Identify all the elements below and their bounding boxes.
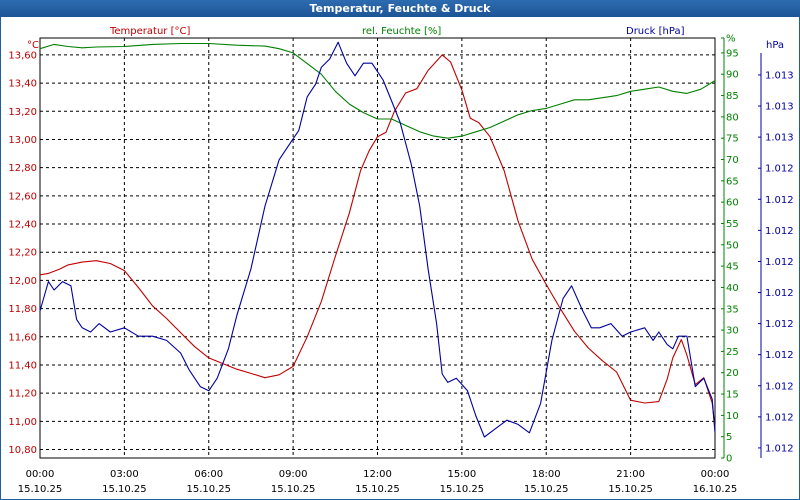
humidity-tick-label: 95 bbox=[726, 48, 739, 59]
time-axis: 00:00 15.10.25 03:00 15.10.25 06:00 15.10.25 0… bbox=[18, 469, 738, 495]
humidity-tick-label: 80 bbox=[726, 112, 739, 123]
humidity-tick-label: 35 bbox=[726, 304, 739, 315]
series-lines bbox=[39, 41, 716, 438]
pressure-tick-label: 1.013 bbox=[765, 102, 794, 113]
temperature-tick-label: 11,20 bbox=[8, 389, 37, 400]
pressure-tick-label: 1.012 bbox=[765, 195, 794, 206]
temperature-tick-label: 11,00 bbox=[8, 417, 37, 428]
humidity-tick-label: 65 bbox=[726, 176, 739, 187]
pressure-tick-label: 1.013 bbox=[765, 133, 794, 144]
legend-temperature: Temperatur [°C] bbox=[109, 26, 190, 37]
humidity-axis: 0 5 10 15 20 25 30 35 40 45 50 55 60 65 70 75 80 85 90 95% bbox=[721, 34, 739, 465]
pressure-tick-label: 1.012 bbox=[765, 319, 794, 330]
time-tick-label: 00:00 bbox=[26, 469, 55, 480]
temperature-tick-label: 12,20 bbox=[8, 248, 37, 259]
temperature-tick-label: 11,40 bbox=[8, 360, 37, 371]
pressure-tick-label: 1.012 bbox=[765, 412, 794, 423]
temperature-tick-label: 12,40 bbox=[8, 220, 37, 231]
pressure-tick-label: 1.012 bbox=[765, 226, 794, 237]
pressure-tick-label: 1.012 bbox=[765, 257, 794, 268]
pressure-tick-label: 1.012 bbox=[765, 381, 794, 392]
humidity-tick-label: 30 bbox=[726, 326, 739, 337]
temperature-tick-label: 12,00 bbox=[8, 276, 37, 287]
temperature-tick-label: 11,60 bbox=[8, 332, 37, 343]
time-tick-label: 15:00 bbox=[447, 469, 476, 480]
date-tick-label: 15.10.25 bbox=[186, 484, 231, 495]
temperature-axis: 10,80 11,00 11,20 11,40 11,60 11,80 12,00 12,20… bbox=[8, 50, 37, 456]
pressure-tick-label: 1.012 bbox=[765, 288, 794, 299]
date-tick-label: 15.10.25 bbox=[608, 484, 653, 495]
date-tick-label: 15.10.25 bbox=[440, 484, 485, 495]
humidity-tick-label: 10 bbox=[726, 411, 739, 422]
temperature-tick-label: 13,00 bbox=[8, 135, 37, 146]
humidity-tick-label: 60 bbox=[726, 198, 739, 209]
temperature-tick-label: 10,80 bbox=[8, 445, 37, 456]
humidity-tick-label: 75 bbox=[726, 134, 739, 145]
temperature-tick-label: 13,20 bbox=[8, 107, 37, 118]
date-tick-label: 15.10.25 bbox=[524, 484, 569, 495]
date-tick-label: 16.10.25 bbox=[693, 484, 738, 495]
pressure-line bbox=[39, 41, 716, 438]
humidity-tick-label: 5 bbox=[726, 432, 732, 443]
humidity-tick-label: 90 bbox=[726, 70, 739, 81]
date-tick-label: 15.10.25 bbox=[271, 484, 316, 495]
temperature-line bbox=[39, 54, 716, 429]
humidity-tick-label: 0 bbox=[726, 454, 732, 465]
humidity-tick-label: 45 bbox=[726, 262, 739, 273]
grid-lines bbox=[40, 38, 715, 458]
humidity-tick-label: 50 bbox=[726, 240, 739, 251]
humidity-tick-label: % bbox=[726, 34, 736, 45]
temperature-unit-label: °C bbox=[27, 40, 39, 51]
time-tick-label: 21:00 bbox=[616, 469, 645, 480]
date-tick-label: 15.10.25 bbox=[18, 484, 63, 495]
legend-humidity: rel. Feuchte [%] bbox=[362, 26, 441, 37]
date-tick-label: 15.10.25 bbox=[355, 484, 400, 495]
humidity-tick-label: 25 bbox=[726, 347, 739, 358]
humidity-tick-label: 85 bbox=[726, 91, 739, 102]
temperature-tick-label: 13,40 bbox=[8, 79, 37, 90]
humidity-tick-label: 40 bbox=[726, 283, 739, 294]
time-tick-label: 06:00 bbox=[194, 469, 223, 480]
humidity-tick-label: 70 bbox=[726, 155, 739, 166]
time-tick-label: 03:00 bbox=[110, 469, 139, 480]
date-tick-label: 15.10.25 bbox=[102, 484, 147, 495]
temperature-tick-label: 12,60 bbox=[8, 191, 37, 202]
humidity-tick-label: 20 bbox=[726, 368, 739, 379]
pressure-tick-label: 1.013 bbox=[765, 70, 794, 81]
pressure-tick-label: 1.012 bbox=[765, 443, 794, 454]
time-tick-label: 09:00 bbox=[279, 469, 308, 480]
time-tick-label: 12:00 bbox=[363, 469, 392, 480]
legend-pressure: Druck [hPa] bbox=[626, 26, 685, 37]
pressure-tick-label: 1.012 bbox=[765, 164, 794, 175]
chart-title: Temperatur, Feuchte & Druck bbox=[0, 0, 800, 17]
pressure-unit-label: hPa bbox=[766, 40, 784, 51]
temperature-tick-label: 11,80 bbox=[8, 304, 37, 315]
temperature-tick-label: 12,80 bbox=[8, 163, 37, 174]
humidity-tick-label: 55 bbox=[726, 219, 739, 230]
time-tick-label: 00:00 bbox=[701, 469, 730, 480]
pressure-tick-label: 1.012 bbox=[765, 350, 794, 361]
humidity-line bbox=[39, 42, 716, 139]
humidity-tick-label: 15 bbox=[726, 390, 739, 401]
time-tick-label: 18:00 bbox=[532, 469, 561, 480]
pressure-axis: 1.012 1.012 1.012 1.012 1.012 1.012 1.012 1.012… bbox=[758, 53, 794, 458]
temperature-tick-label: 13,60 bbox=[8, 50, 37, 61]
